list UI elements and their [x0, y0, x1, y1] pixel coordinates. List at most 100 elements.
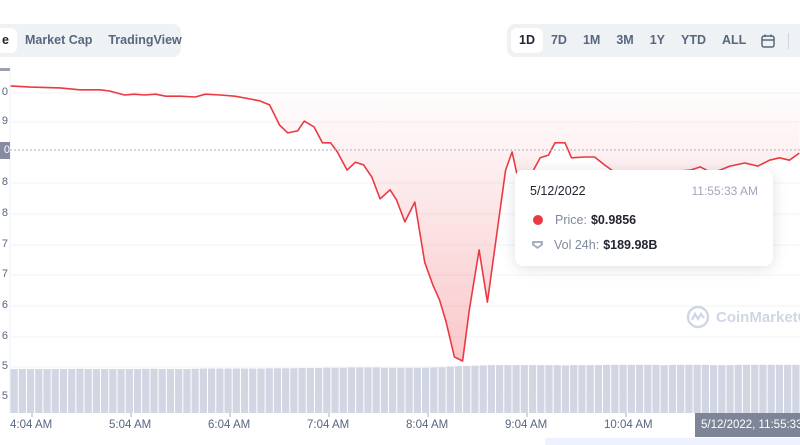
volume-bar: [306, 367, 314, 413]
volume-bar: [644, 364, 652, 413]
volume-bar: [635, 364, 644, 413]
volume-bar: [142, 368, 150, 413]
volume-bar: [742, 364, 751, 413]
volume-bar: [677, 364, 685, 413]
volume-bar: [421, 367, 430, 413]
volume-bar: [405, 367, 413, 413]
volume-bar: [125, 369, 133, 413]
volume-bar: [512, 365, 520, 413]
volume-bar: [191, 368, 199, 413]
volume-bar: [389, 367, 397, 413]
range-1m[interactable]: 1M: [582, 33, 601, 47]
volume-bar: [652, 364, 660, 413]
volume-icon: [532, 241, 543, 249]
y-tick-label: 6: [1, 330, 8, 342]
volume-bar: [471, 365, 479, 413]
volume-bar: [290, 368, 298, 413]
volume-bar: [59, 369, 68, 413]
volume-bar: [397, 367, 405, 413]
x-tick-label: 10:04 AM: [604, 419, 653, 431]
y-tick-label: 5: [1, 360, 8, 372]
volume-bar: [43, 369, 51, 413]
volume-bar: [775, 364, 784, 413]
calendar-icon[interactable]: [754, 28, 782, 53]
range-all[interactable]: ALL: [722, 33, 747, 47]
range-navigator[interactable]: [545, 438, 800, 445]
volume-bar: [380, 367, 389, 413]
y-tick-label: 0: [1, 86, 8, 98]
x-tick-label: 9:04 AM: [505, 419, 548, 431]
chart-tooltip: 5/12/2022 11:55:33 AM Price: $0.9856 Vol…: [515, 170, 773, 266]
volume-bar: [133, 369, 142, 413]
volume-bar: [537, 365, 545, 413]
volume-bar: [668, 364, 677, 413]
volume-bar: [18, 369, 26, 413]
volume-bar: [199, 368, 207, 413]
x-tick-label: 7:04 AM: [307, 419, 350, 431]
volume-bar: [454, 366, 463, 413]
range-7d[interactable]: 7D: [550, 33, 567, 47]
volume-bar: [208, 368, 216, 413]
volume-bar: [528, 365, 537, 413]
volume-bar: [364, 367, 372, 413]
volume-bar: [92, 369, 101, 413]
tab-market-cap[interactable]: Market Cap: [24, 33, 93, 47]
volume-bar: [446, 366, 454, 413]
watermark-text: CoinMarketCap: [716, 308, 800, 326]
chart-type-toggle: e Market Cap TradingView: [0, 24, 182, 57]
volume-bar: [504, 365, 512, 413]
volume-bar: [51, 369, 59, 413]
volume-bar: [150, 368, 158, 413]
volume-bar: [487, 365, 496, 413]
volume-bar: [273, 368, 282, 413]
volume-bar: [265, 368, 273, 413]
volume-bar: [249, 368, 257, 413]
volume-bar: [734, 364, 742, 413]
volume-bar: [479, 365, 487, 413]
volume-bar: [282, 368, 290, 413]
volume-bar: [413, 367, 421, 413]
y-tick-label: 8: [1, 176, 8, 188]
volume-bar: [767, 364, 775, 413]
tab-price[interactable]: e: [0, 28, 17, 53]
volume-bar: [314, 367, 323, 413]
y-tick-label: 7: [1, 238, 8, 250]
tooltip-date: 5/12/2022: [530, 184, 586, 198]
volume-bar: [603, 364, 611, 413]
volume-bar: [183, 369, 191, 413]
x-tick-label: 4:04 AM: [10, 419, 53, 431]
range-3m[interactable]: 3M: [616, 33, 634, 47]
volume-bar: [298, 367, 306, 413]
volume-bar: [709, 365, 718, 413]
volume-bar: [586, 365, 594, 413]
volume-bar: [578, 365, 586, 413]
volume-bar: [627, 364, 635, 413]
time-range-toggle: 1D 7D 1M 3M 1Y YTD ALL L: [507, 24, 800, 57]
volume-bar: [726, 365, 734, 413]
crosshair-x-label: 5/12/2022, 11:55:33 AM: [695, 413, 800, 437]
volume-bar: [561, 365, 570, 413]
volume-bar: [594, 365, 602, 413]
volume-bar: [693, 364, 701, 413]
price-dot-icon: [533, 215, 543, 225]
range-1d[interactable]: 1D: [511, 28, 543, 53]
range-ytd[interactable]: YTD: [681, 33, 707, 47]
volume-bar: [117, 369, 125, 413]
volume-bar: [339, 367, 347, 413]
volume-bar: [784, 364, 792, 413]
y-tick-label: 9: [1, 115, 8, 127]
y-tick-label: 8: [1, 207, 8, 219]
volume-bar: [751, 364, 759, 413]
tab-tradingview[interactable]: TradingView: [108, 33, 182, 47]
volume-bar: [520, 365, 528, 413]
x-tick-label: 6:04 AM: [208, 419, 251, 431]
volume-bar: [759, 364, 767, 413]
range-1y[interactable]: 1Y: [649, 33, 666, 47]
volume-bar: [792, 364, 800, 413]
log-scale-toggle[interactable]: L: [795, 28, 800, 53]
divider: [788, 32, 790, 49]
volume-bar: [224, 368, 232, 413]
volume-bar: [323, 367, 331, 413]
volume-bar: [660, 365, 668, 413]
